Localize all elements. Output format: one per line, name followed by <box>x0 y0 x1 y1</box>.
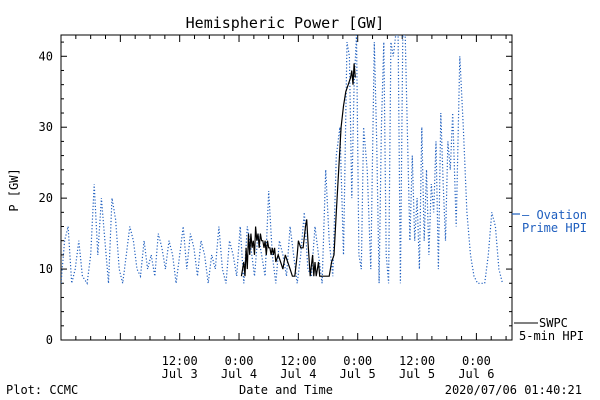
y-tick-label: 20 <box>39 191 53 205</box>
legend-ovation-label-2: Prime HPI <box>522 221 587 235</box>
legend: — Ovation Prime HPI SWPC 5-min HPI <box>514 208 587 343</box>
y-axis-label: P [GW] <box>7 168 21 211</box>
axes <box>60 34 520 341</box>
x-tick-label-date: Jul 6 <box>458 367 494 381</box>
x-tick-label-date: Jul 5 <box>340 367 376 381</box>
x-tick-label-time: 0:00 <box>343 354 372 368</box>
timestamp: 2020/07/06 01:40:21 <box>445 383 582 397</box>
y-tick-label: 30 <box>39 120 53 134</box>
x-tick-label-date: Jul 4 <box>280 367 316 381</box>
legend-swpc-label-1: SWPC <box>539 316 568 330</box>
plot-frame <box>60 34 513 341</box>
y-tick-label: 10 <box>39 262 53 276</box>
plot-series <box>61 35 504 285</box>
x-tick-label-date: Jul 3 <box>162 367 198 381</box>
x-axis-label: Date and Time <box>239 383 333 397</box>
x-tick-label-time: 12:00 <box>399 354 435 368</box>
legend-swpc-label-2: 5-min HPI <box>519 329 584 343</box>
plot-credit: Plot: CCMC <box>6 383 78 397</box>
y-tick-label: 0 <box>46 333 53 347</box>
chart-title: Hemispheric Power [GW] <box>186 14 385 32</box>
y-tick-label: 40 <box>39 49 53 63</box>
y-tick-labels: 0 10 20 30 40 <box>39 49 53 347</box>
x-tick-label-time: 12:00 <box>162 354 198 368</box>
x-tick-label-date: Jul 4 <box>221 367 257 381</box>
x-tick-label-time: 12:00 <box>280 354 316 368</box>
series-line-swpc <box>240 63 356 277</box>
x-tick-label-time: 0:00 <box>462 354 491 368</box>
series-line-ovation-prime <box>61 35 504 285</box>
x-tick-label-date: Jul 5 <box>399 367 435 381</box>
x-tick-label-time: 0:00 <box>225 354 254 368</box>
legend-ovation-label-1: — Ovation <box>522 208 587 222</box>
